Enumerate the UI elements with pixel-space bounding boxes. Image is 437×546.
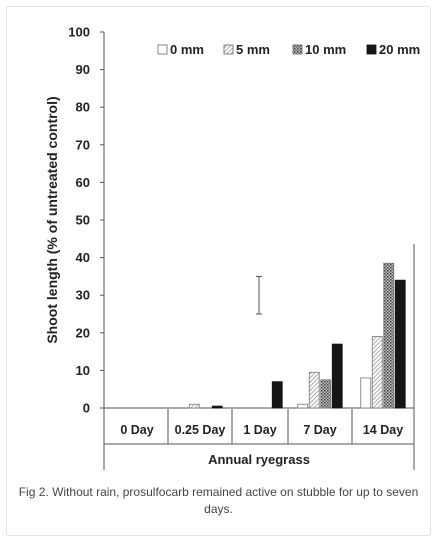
y-tick-label-70: 70	[76, 137, 90, 152]
y-tick-label-80: 80	[76, 100, 90, 115]
bar-20mm-7Day	[331, 343, 343, 409]
bar-5mm-7Day	[308, 371, 320, 409]
legend-swatch-0mm	[157, 44, 168, 55]
legend-swatch-10mm	[292, 44, 303, 55]
y-axis-title: Shoot length (% of untreated control)	[44, 96, 60, 343]
bar-20mm-14Day	[394, 279, 406, 409]
chart: 0 10 20 30 40 50 60 70 80 90 100 Shoot length (% of…	[44, 25, 420, 470]
figure-card	[6, 6, 431, 536]
legend-swatch-5mm	[223, 44, 234, 55]
figure-caption: Fig 2. Without rain, prosulfocarb remain…	[18, 485, 419, 516]
y-tick-label-0: 0	[83, 401, 90, 416]
y-tick-label-40: 40	[76, 250, 90, 265]
y-tick-label-60: 60	[76, 175, 90, 190]
category-label-2: 0.25 Day	[175, 423, 226, 437]
legend-swatch-20mm	[366, 44, 377, 55]
legend-label-5mm: 5 mm	[236, 42, 270, 57]
axes	[100, 31, 415, 470]
y-tick-label-50: 50	[76, 213, 90, 228]
x-axis-title: Annual ryegrass	[208, 452, 310, 467]
legend-label-20mm: 20 mm	[379, 42, 420, 57]
bar-0mm-7Day	[297, 403, 309, 409]
bar-10mm-14Day	[383, 262, 395, 409]
category-label-1: 0 Day	[120, 423, 153, 437]
y-tick-label-20: 20	[76, 325, 90, 340]
bar-20mm-1Day	[271, 381, 283, 409]
legend: 0 mm 5 mm 10 mm 20 mm	[157, 42, 420, 57]
labels: 0 10 20 30 40 50 60 70 80 90 100 Shoot length (% of…	[44, 25, 403, 468]
legend-label-10mm: 10 mm	[305, 42, 346, 57]
legend-label-0mm: 0 mm	[170, 42, 204, 57]
category-label-5: 14 Day	[363, 423, 403, 437]
bar-5mm-14Day	[371, 336, 383, 409]
bar-10mm-7Day	[320, 379, 332, 409]
category-label-4: 7 Day	[303, 423, 336, 437]
y-tick-label-10: 10	[76, 363, 90, 378]
bar-20mm-025Day	[211, 405, 223, 409]
bars	[188, 262, 406, 409]
bar-0mm-14Day	[360, 377, 372, 409]
y-tick-label-30: 30	[76, 288, 90, 303]
bar-5mm-025Day	[188, 403, 200, 409]
y-tick-label-90: 90	[76, 62, 90, 77]
category-label-3: 1 Day	[243, 423, 276, 437]
y-tick-label-100: 100	[68, 25, 90, 40]
